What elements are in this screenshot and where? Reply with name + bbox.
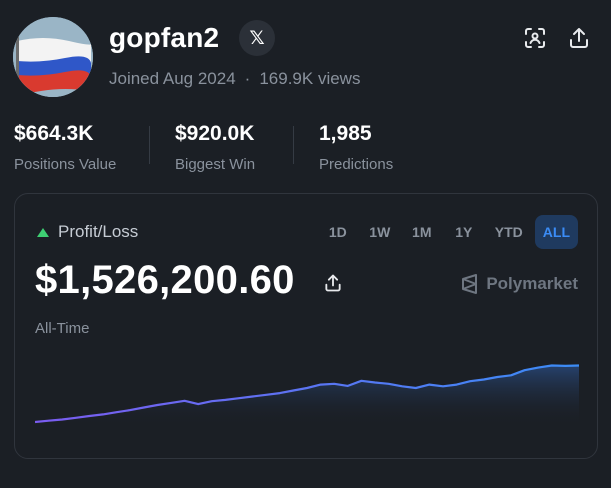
russian-flag-avatar-image: [13, 17, 93, 97]
x-profile-link[interactable]: 𝕏: [239, 20, 275, 56]
stat-divider: [293, 126, 294, 164]
stat-label: Predictions: [319, 156, 394, 173]
stat-value: $920.0K: [175, 122, 255, 145]
profit-loss-header: Profit/Loss: [37, 222, 138, 242]
joined-date: Joined Aug 2024: [109, 69, 236, 88]
profit-loss-amount: $1,526,200.60: [35, 258, 295, 302]
time-range-selector: 1D 1W 1M 1Y YTD ALL: [319, 215, 578, 249]
polymarket-logo-icon: [462, 274, 478, 294]
stat-divider: [149, 126, 150, 164]
range-1m[interactable]: 1M: [412, 224, 432, 240]
polymarket-brand: Polymarket: [461, 274, 578, 294]
range-1d[interactable]: 1D: [328, 224, 347, 240]
stat-predictions: 1,985 Predictions: [319, 120, 393, 173]
view-count: 169.9K views: [259, 69, 361, 88]
range-all[interactable]: ALL: [534, 215, 578, 249]
avatar[interactable]: [13, 17, 93, 97]
scan-button[interactable]: [523, 26, 547, 50]
range-ytd[interactable]: YTD: [494, 224, 523, 240]
stat-biggest-win: $920.0K Biggest Win: [175, 120, 255, 173]
chart-area-fill: [35, 365, 579, 426]
profit-loss-title: Profit/Loss: [58, 222, 139, 241]
profile-meta: Joined Aug 2024 · 169.9K views: [109, 69, 360, 89]
profit-loss-chart: [35, 364, 579, 426]
chart-series-line: [35, 364, 579, 424]
username: gopfan2: [109, 22, 220, 53]
stat-value: $664.3K: [14, 122, 94, 145]
stat-label: Positions Value: [14, 156, 117, 173]
brand-name: Polymarket: [486, 274, 578, 293]
stat-label: Biggest Win: [175, 156, 256, 173]
scan-icon: [525, 28, 545, 48]
x-logo-icon: 𝕏: [249, 27, 265, 49]
range-1y[interactable]: 1Y: [455, 224, 473, 240]
triangle-up-icon: [37, 227, 49, 237]
share-button[interactable]: [567, 26, 591, 50]
stat-positions-value: $664.3K Positions Value: [14, 120, 116, 173]
stat-value: 1,985: [319, 122, 372, 145]
period-label: All-Time: [35, 320, 90, 337]
share-pnl-button[interactable]: [323, 273, 343, 293]
profit-loss-card: Profit/Loss 1D 1W 1M 1Y YTD ALL $1,526,2…: [14, 193, 598, 459]
meta-separator: ·: [244, 69, 251, 88]
share-icon: [325, 274, 341, 292]
range-1w[interactable]: 1W: [369, 224, 391, 240]
share-icon: [570, 28, 588, 48]
